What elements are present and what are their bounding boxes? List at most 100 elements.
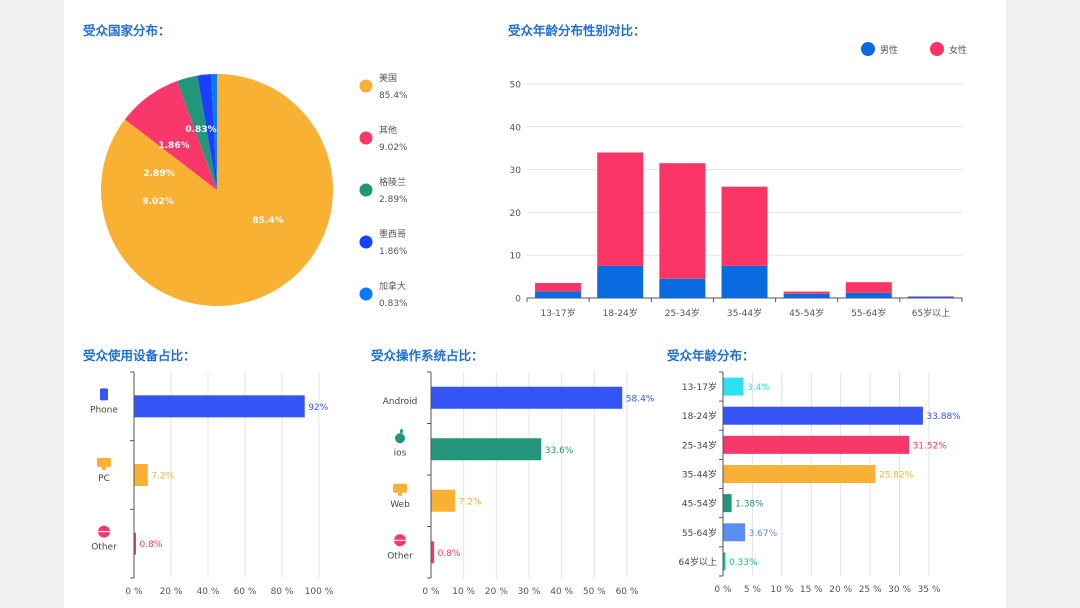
- category-label: 45-54岁: [682, 498, 717, 510]
- legend-marker: [359, 79, 373, 93]
- x-tick-label: 80 %: [271, 587, 294, 597]
- bar: [134, 532, 136, 555]
- pie-slice-label: 0.83%: [185, 125, 216, 135]
- bar: [134, 464, 148, 486]
- stacked-bar-segment: [535, 291, 582, 298]
- legend-value: 85.4%: [379, 91, 408, 101]
- legend-label: 墨西哥: [379, 229, 406, 240]
- legend-label: 加拿大: [379, 280, 406, 292]
- y-tick-label: 30: [510, 166, 522, 176]
- y-tick-label: 10: [510, 252, 522, 262]
- legend-marker: [930, 42, 944, 56]
- y-tick-label: 20: [510, 209, 522, 219]
- y-tick-label: 50: [510, 81, 522, 91]
- bar: [723, 523, 746, 542]
- legend-marker: [359, 131, 373, 145]
- bar-value-label: 25.82%: [879, 471, 914, 481]
- x-tick-label: 10 %: [770, 585, 793, 595]
- bar: [431, 386, 623, 409]
- x-tick-label: 20 %: [160, 587, 183, 597]
- legend-value: 9.02%: [379, 143, 408, 153]
- stacked-bar-segment: [783, 293, 830, 298]
- apple-icon: [400, 428, 403, 434]
- y-tick-label: 40: [510, 123, 522, 133]
- x-tick-label: 25 %: [859, 585, 882, 595]
- y-tick-label: 0: [515, 295, 521, 305]
- legend-marker: [359, 287, 373, 301]
- device-chart-title: 受众使用设备占比：: [83, 348, 196, 363]
- legend-label: 其他: [379, 124, 397, 136]
- bar-value-label: 0.8%: [140, 540, 163, 550]
- legend-value: 0.83%: [379, 299, 408, 309]
- stacked-bar-segment: [659, 163, 706, 279]
- pie-slice-label: 85.4%: [252, 216, 283, 226]
- x-tick-label: 45-54岁: [789, 307, 824, 319]
- legend-marker: [861, 42, 875, 56]
- stacked-bar-segment: [597, 265, 644, 298]
- x-tick-label: 20 %: [829, 585, 852, 595]
- x-tick-label: 50 %: [583, 587, 606, 597]
- x-tick-label: 30 %: [888, 585, 911, 595]
- x-tick-label: 10 %: [452, 587, 475, 597]
- pc-icon: [97, 458, 111, 467]
- bar: [723, 494, 732, 513]
- stacked-bar-segment: [845, 292, 892, 298]
- legend-label: 女性: [949, 44, 967, 56]
- bar-value-label: 0.8%: [438, 549, 461, 559]
- x-tick-label: 18-24岁: [603, 307, 638, 319]
- x-tick-label: 0 %: [125, 587, 143, 597]
- bar: [431, 489, 456, 512]
- web-icon: [393, 483, 407, 493]
- pie-slice-label: 9.02%: [142, 197, 173, 207]
- country-chart-title: 受众国家分布：: [83, 23, 171, 38]
- legend-label: 男性: [880, 44, 898, 56]
- legend-value: 2.89%: [379, 195, 408, 205]
- category-label: PC: [98, 474, 110, 484]
- bar: [134, 395, 305, 418]
- category-label: ios: [394, 448, 407, 458]
- x-tick-label: 65岁以上: [912, 307, 950, 319]
- bar-value-label: 7.2%: [151, 472, 174, 482]
- x-tick-label: 60 %: [616, 587, 639, 597]
- stacked-bar-segment: [907, 296, 954, 298]
- x-tick-label: 35 %: [918, 585, 941, 595]
- x-tick-label: 13-17岁: [540, 307, 575, 319]
- bar-value-label: 92%: [308, 403, 328, 413]
- bar: [723, 552, 726, 571]
- bar-value-label: 1.38%: [735, 500, 764, 510]
- stacked-bar-segment: [783, 291, 830, 294]
- pie-slice-label: 2.89%: [143, 169, 174, 179]
- x-tick-label: 5 %: [744, 585, 762, 595]
- x-tick-label: 40 %: [197, 587, 220, 597]
- stacked-bar-segment: [845, 282, 892, 293]
- web-icon: [398, 492, 402, 496]
- pie-slice: [197, 74, 217, 190]
- x-tick-label: 35-44岁: [727, 307, 762, 319]
- x-tick-label: 30 %: [518, 587, 541, 597]
- category-label: 55-64岁: [682, 527, 717, 539]
- stacked-bar-segment: [721, 186, 768, 266]
- os-chart-title: 受众操作系统占比：: [371, 348, 484, 363]
- pc-icon: [102, 467, 106, 470]
- category-label: 13-17岁: [682, 381, 717, 393]
- x-tick-label: 60 %: [234, 587, 257, 597]
- x-tick-label: 0 %: [714, 585, 732, 595]
- x-tick-label: 25-34岁: [665, 307, 700, 319]
- gender-chart-title: 受众年龄分布性别对比：: [508, 23, 646, 38]
- x-tick-label: 100 %: [305, 587, 334, 597]
- phone-icon: [100, 388, 108, 401]
- x-tick-label: 40 %: [550, 587, 573, 597]
- pie-slice-label: 1.86%: [158, 141, 189, 151]
- category-label: Other: [91, 543, 117, 553]
- category-label: 35-44岁: [682, 469, 717, 481]
- stacked-bar-segment: [597, 152, 644, 266]
- bar: [723, 377, 744, 396]
- bar-value-label: 3.67%: [749, 529, 778, 539]
- stacked-bar-segment: [535, 283, 582, 292]
- category-label: 25-34岁: [682, 439, 717, 451]
- legend-label: 格陵兰: [379, 176, 406, 188]
- bar-value-label: 33.6%: [545, 446, 574, 456]
- legend-label: 美国: [379, 72, 397, 84]
- pie-slice: [210, 74, 217, 190]
